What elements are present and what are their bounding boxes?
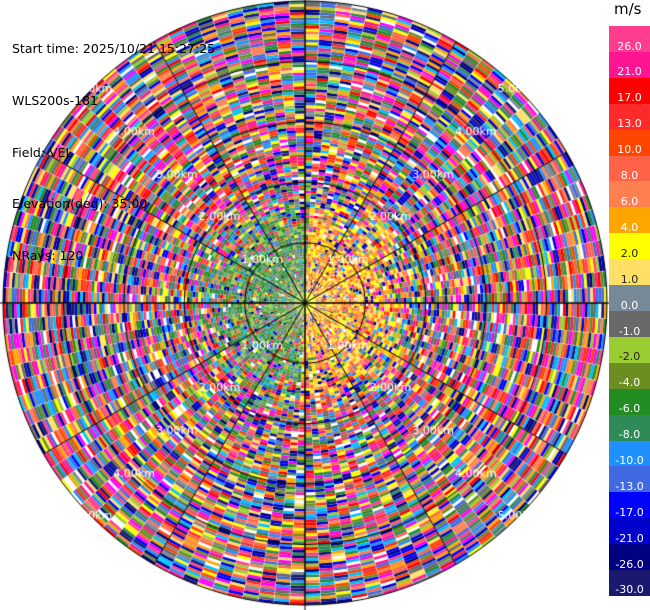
elevation-text: Elevation(deg): 35.00 xyxy=(12,196,148,212)
field-text: Field: VEL xyxy=(12,144,73,160)
colorbar-segment xyxy=(609,181,650,208)
colorbar-segment xyxy=(609,103,650,131)
colorbar-tick-label: -17.0 xyxy=(615,505,644,519)
colorbar-tick-label: 17.0 xyxy=(617,91,642,105)
colorbar-segment xyxy=(609,155,650,182)
info-panel: Start time: 2025/10/21 15:27:25 WLS200s-… xyxy=(12,6,215,281)
colorbar-unit-label: m/s xyxy=(614,0,642,18)
colorbar-tick-label: -10.0 xyxy=(615,454,644,468)
colorbar-tick-label: -8.0 xyxy=(618,428,641,442)
nrays-text: NRays: 120 xyxy=(12,247,84,263)
colorbar-segment xyxy=(609,414,650,442)
colorbar-segment xyxy=(609,518,650,545)
colorbar-tick-label: 26.0 xyxy=(617,39,642,53)
colorbar-segment xyxy=(609,129,650,157)
colorbar-segment xyxy=(609,207,650,234)
colorbar: 26.0 21.0 17.0 13.0 10.0 8.0 6.0 4.0 2.0 1.0 0.0 -1… xyxy=(609,26,650,597)
colorbar-tick-label: -13.0 xyxy=(615,480,644,493)
colorbar-tick-label: 4.0 xyxy=(620,220,639,234)
colorbar-segment xyxy=(609,26,650,53)
colorbar-tick-label: 2.0 xyxy=(620,246,639,260)
colorbar-tick-label: -26.0 xyxy=(615,557,644,571)
colorbar-tick-label: 21.0 xyxy=(617,65,642,79)
colorbar-tick-label: 6.0 xyxy=(620,195,639,208)
colorbar-segment xyxy=(609,544,650,571)
colorbar-segment xyxy=(609,570,650,597)
colorbar-tick-label: -6.0 xyxy=(618,402,641,416)
colorbar-tick-label: -30.0 xyxy=(615,583,644,596)
colorbar-tick-label: 8.0 xyxy=(620,169,639,183)
colorbar-segment xyxy=(609,311,650,338)
colorbar-segment xyxy=(609,336,650,364)
colorbar-tick-label: -4.0 xyxy=(618,376,641,390)
colorbar-segment xyxy=(609,259,650,286)
colorbar-segment xyxy=(609,77,650,105)
colorbar-segment xyxy=(609,440,650,467)
colorbar-tick-label: 1.0 xyxy=(620,272,639,286)
colorbar-tick-label: -2.0 xyxy=(618,350,641,364)
colorbar-segment xyxy=(609,51,650,79)
colorbar-segment xyxy=(609,362,650,390)
colorbar-segment xyxy=(609,388,650,416)
start-time-text: Start time: 2025/10/21 15:27:25 xyxy=(12,41,216,57)
colorbar-segment xyxy=(609,492,650,519)
colorbar-tick-label: -1.0 xyxy=(618,324,641,338)
colorbar-segment xyxy=(609,466,650,493)
radar-ppi-plot xyxy=(0,0,610,610)
colorbar-segment xyxy=(609,285,650,312)
colorbar-segment xyxy=(609,233,650,260)
colorbar-tick-label: 10.0 xyxy=(617,143,642,157)
colorbar-tick-label: 0.0 xyxy=(620,298,639,312)
colorbar-tick-label: -21.0 xyxy=(615,531,644,545)
instrument-text: WLS200s-181 xyxy=(12,93,98,108)
colorbar-tick-label: 13.0 xyxy=(617,117,642,131)
